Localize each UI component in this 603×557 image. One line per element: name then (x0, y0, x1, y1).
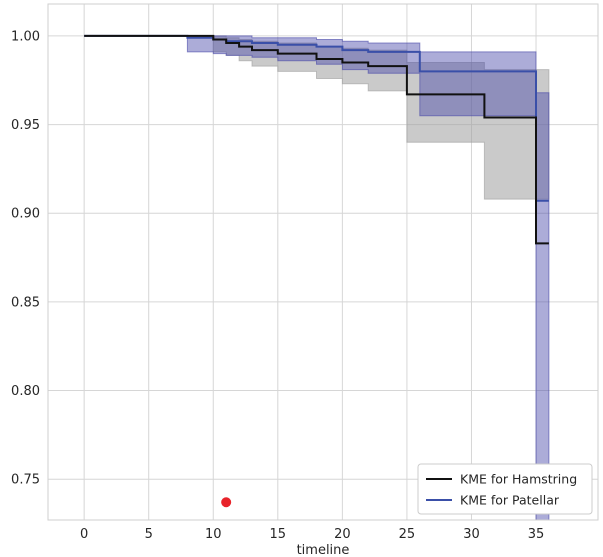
km-line-hamstring (84, 34, 549, 245)
x-tick-label-7: 35 (528, 527, 545, 542)
y-tick-label-4: 0.95 (11, 118, 40, 133)
x-tick-label-0: 0 (80, 527, 88, 542)
marker-point-0 (221, 497, 232, 508)
y-tick-label-5: 1.00 (11, 29, 40, 44)
y-tick-label-2: 0.85 (11, 295, 40, 310)
x-tick-label-3: 15 (270, 527, 287, 542)
confidence-bands (84, 35, 550, 521)
plot-frame (47, 3, 599, 521)
legend-box (417, 463, 593, 515)
x-tick-label-5: 25 (399, 527, 416, 542)
y-tick-label-1: 0.80 (11, 384, 40, 399)
x-tick-label-2: 10 (205, 527, 222, 542)
x-tick-label-1: 5 (145, 527, 153, 542)
x-axis-label: timeline (297, 543, 350, 557)
markers (221, 497, 232, 508)
tick-labels: 0 5 10 15 20 25 30 35 0.75 0.80 0.85 0.90 0.95 1.00 (11, 29, 544, 542)
ci-band-patellar (84, 35, 550, 521)
legend: KME for Hamstring KME for Patellar (417, 463, 593, 515)
legend-label-hamstring: KME for Hamstring (460, 472, 577, 487)
y-tick-label-3: 0.90 (11, 207, 40, 222)
x-tick-label-6: 30 (463, 527, 480, 542)
x-tick-label-4: 20 (334, 527, 351, 542)
legend-label-patellar: KME for Patellar (460, 493, 560, 508)
y-tick-label-0: 0.75 (11, 473, 40, 488)
survival-lines (84, 34, 549, 245)
axes (47, 3, 599, 521)
